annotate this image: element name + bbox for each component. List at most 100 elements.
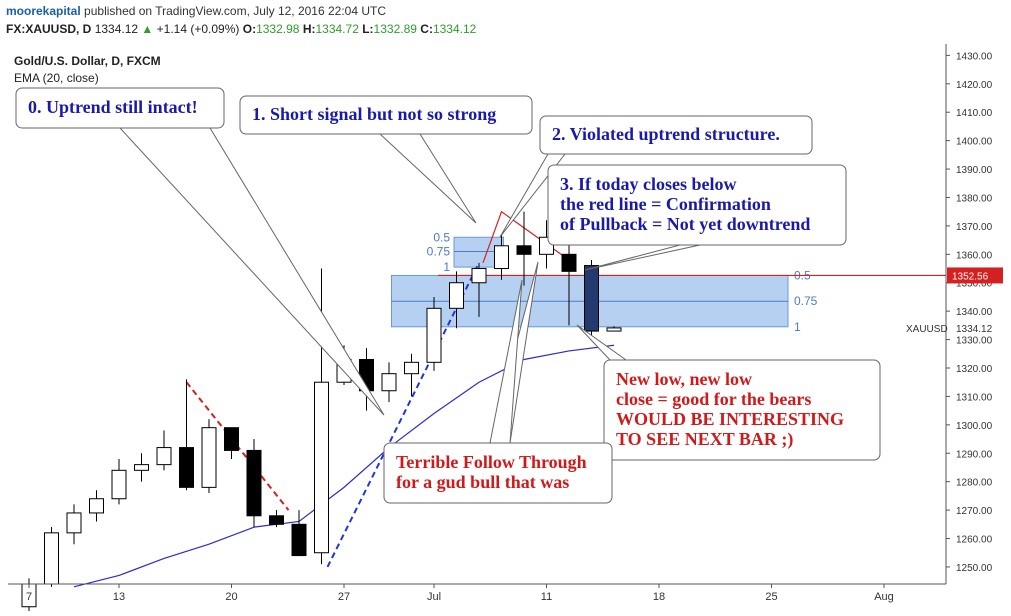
callout-box: 0. Uptrend still intact! (15, 87, 225, 129)
ema-line (73, 344, 615, 588)
y-tick-label: 1410.00 (956, 108, 993, 119)
y-tick-label: 1400.00 (956, 137, 993, 148)
callout-frame (239, 95, 533, 135)
y-tick-label: 1330.00 (956, 336, 993, 347)
price-label: 1352.56 (952, 271, 989, 282)
candle-body (246, 449, 262, 517)
chart-area[interactable]: 0.5 0.75 1 0.5 0.75 1 1250.00 1260.00 1270.00 12… (0, 40, 1011, 616)
candle-body (134, 464, 149, 471)
publish-info: published on TradingView.com, July 12, 2… (84, 4, 387, 18)
price-label-bg (947, 267, 1003, 284)
candle-body (314, 381, 329, 554)
candle-body (404, 361, 419, 375)
price-change: +1.14 (+0.09%) (156, 22, 240, 36)
x-tick-label: 27 (338, 591, 350, 603)
close-value: 1334.12 (432, 22, 477, 36)
candle-body (89, 498, 104, 514)
y-tick-label: 1360.00 (956, 250, 993, 261)
x-tick-label: 13 (113, 591, 125, 603)
y-tick-label: 1430.00 (956, 51, 993, 62)
x-tick-label: 18 (653, 591, 665, 603)
callout-text: 3. If today closes below (560, 174, 737, 194)
header: moorekapital published on TradingView.co… (0, 0, 1011, 40)
callout-text: TO SEE NEXT BAR ;) (616, 429, 793, 450)
y-tick-label: 1340.00 (956, 307, 993, 318)
publish-line: moorekapital published on TradingView.co… (6, 4, 386, 18)
candle-body (44, 532, 59, 585)
open-label: O: (242, 22, 257, 36)
callout-text: 1. Short signal but not so strong (252, 104, 496, 124)
y-tick-label: 1310.00 (956, 392, 993, 403)
close-label: C: (420, 22, 433, 36)
callout-box: 2. Violated uptrend structure. (539, 115, 813, 155)
candle-body (449, 282, 464, 309)
x-tick-label: 11 (541, 591, 552, 603)
y-tick-label: 1290.00 (956, 449, 993, 460)
fib-small-label-075: 0.75 (427, 244, 451, 258)
callout-text: 2. Violated uptrend structure. (552, 124, 780, 144)
callout-text: of Pullback = Not yet downtrend (560, 214, 810, 234)
high-label: H: (302, 22, 316, 36)
x-tick-label: Aug (874, 591, 894, 603)
callout-text: close = good for the bears (616, 389, 811, 409)
fib-small-label-1: 1 (443, 260, 450, 274)
callout-frame (547, 164, 847, 246)
candle-body (66, 512, 82, 534)
y-tick-label: 1370.00 (956, 222, 993, 233)
callout-text: for a gud bull that was (396, 472, 569, 492)
y-tick-label: 1420.00 (956, 80, 993, 91)
last-price: 1334.12 (94, 22, 139, 36)
candle-body (426, 307, 442, 363)
candle-body (471, 268, 487, 284)
callout-text: Terrible Follow Through (396, 452, 587, 472)
fib-small-label-05: 0.5 (433, 230, 450, 244)
high-value: 1334.72 (315, 22, 359, 36)
callout-text: WOULD BE INTERESTING (616, 409, 844, 429)
candle-body (111, 469, 127, 500)
open-value: 1332.98 (256, 22, 300, 36)
y-tick-label: 1350.00 (956, 279, 993, 290)
y-tick-label: 1280.00 (956, 478, 993, 489)
callout-text: 0. Uptrend still intact! (28, 97, 198, 117)
callout-frame (603, 359, 881, 461)
candle-body (561, 253, 577, 272)
x-tick-label: 7 (26, 591, 32, 603)
y-tick-label: 1300.00 (956, 421, 993, 432)
indicator-label: EMA (20, close) (14, 71, 99, 85)
y-tick-label: 1250.00 (956, 563, 993, 574)
callout-text: the red line = Confirmation (560, 194, 771, 214)
callout-box: 1. Short signal but not so strong (239, 95, 533, 135)
candle-body (179, 447, 194, 488)
y-tick-label: 1390.00 (956, 165, 993, 176)
low-value: 1332.89 (373, 22, 417, 36)
highlight-candle-body (584, 265, 599, 332)
low-label: L: (362, 22, 374, 36)
uptrend-line (326, 262, 480, 568)
fib-label-1: 1 (794, 320, 801, 334)
candle-body (269, 515, 284, 525)
candle-body (291, 523, 307, 557)
author-link[interactable]: moorekapital (6, 4, 81, 18)
symbol-label: FX:XAUUSD, D (6, 22, 92, 36)
fib-label-075: 0.75 (794, 294, 818, 308)
symbol-label: XAUUSD (906, 324, 948, 335)
x-tick-label: 20 (225, 591, 237, 603)
last-price-label: 1334.12 (956, 324, 993, 335)
y-tick-label: 1320.00 (956, 364, 993, 375)
candle-body (516, 245, 532, 255)
candle-body (606, 327, 622, 332)
chart-title: Gold/U.S. Dollar, D, FXCM (14, 54, 161, 68)
candle-body (156, 447, 172, 466)
callout-frame (383, 442, 613, 504)
callout-frame (539, 115, 813, 155)
change-up-icon: ▲ (141, 22, 154, 36)
x-tick-label: Jul (427, 591, 441, 603)
ohlc-line: FX:XAUUSD, D 1334.12 ▲ +1.14 (+0.09%) O:… (6, 22, 476, 36)
callout-frame (15, 87, 225, 129)
callout-text: New low, new low (616, 369, 752, 389)
candle-body (201, 427, 217, 488)
